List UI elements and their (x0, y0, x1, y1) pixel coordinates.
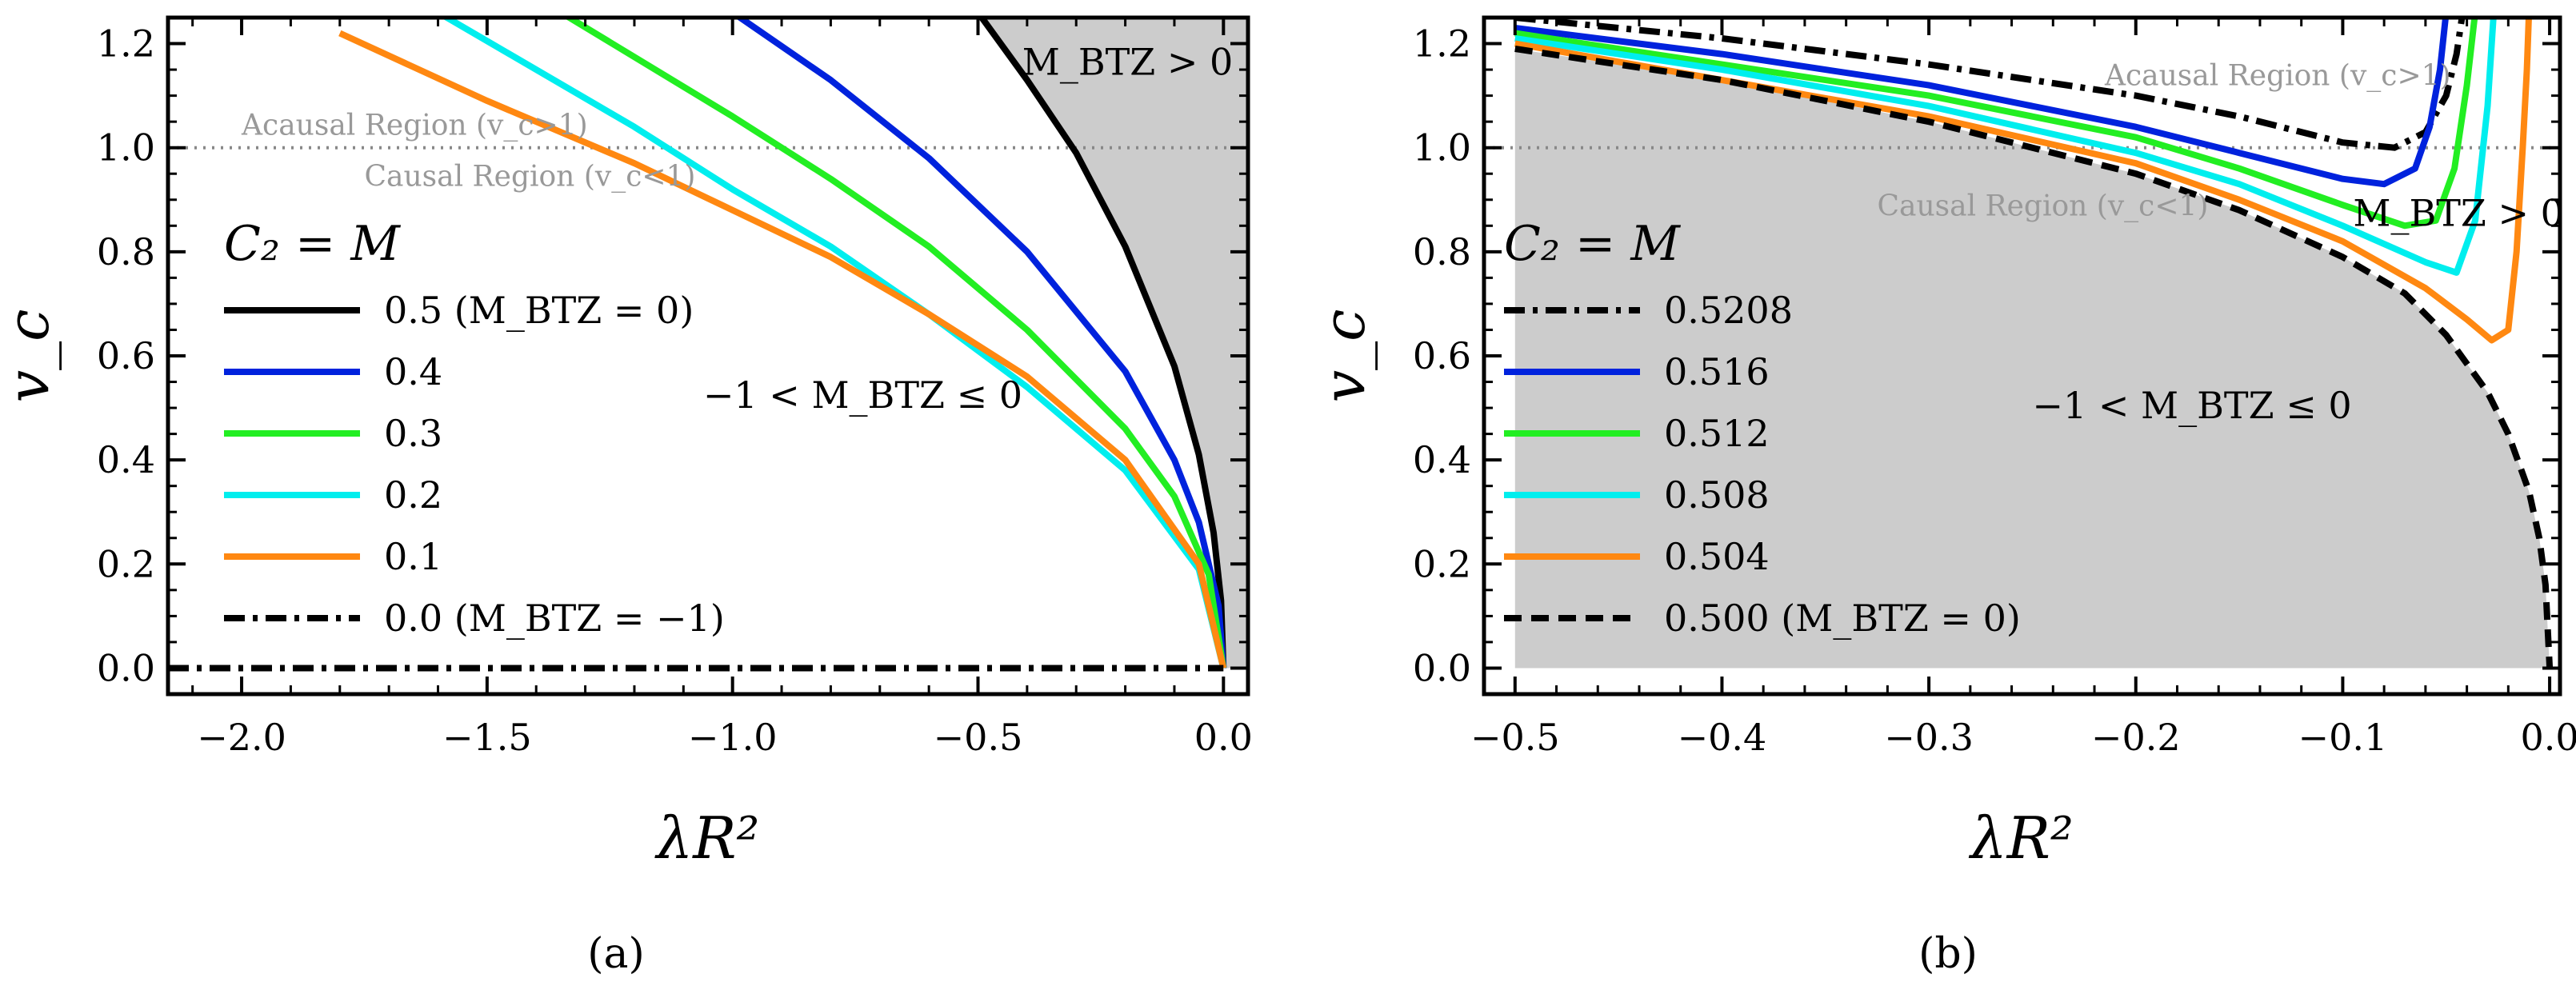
legend-label: 0.5208 (1664, 289, 1793, 332)
x-tick-label: −1.0 (688, 716, 778, 759)
y-tick-label: 0.8 (97, 230, 155, 273)
causal-region-label: Causal Region (v_c<1) (364, 161, 695, 194)
shaded-region (978, 18, 1248, 669)
legend-label: 0.4 (384, 350, 442, 393)
shaded-region (1514, 49, 2550, 669)
x-tick-label: −0.5 (1470, 716, 1560, 759)
x-tick-label: −0.1 (2298, 716, 2388, 759)
y-tick-label: 0.2 (97, 542, 155, 585)
x-tick-label: 0.0 (1194, 716, 1253, 759)
legend-label: 0.516 (1664, 350, 1770, 393)
legend-label: 0.3 (384, 412, 442, 455)
series-line-1 (1514, 18, 2450, 188)
legend-title: C₂ = M (1504, 216, 1681, 272)
legend-label: 0.2 (384, 473, 442, 517)
y-tick-label: 1.0 (1413, 126, 1471, 170)
y-tick-label: 1.0 (97, 126, 155, 170)
legend: C₂ = M 0.5 (M_BTZ = 0) 0.4 0.3 0.2 0.1 0.0 (M_… (224, 216, 725, 640)
series-line-2 (562, 18, 1227, 669)
panel-label: (b) (1918, 930, 1978, 978)
acausal-region-label: Acausal Region (v_c>1) (2104, 60, 2451, 93)
series-line-3 (1514, 18, 2497, 276)
series-line-5 (1514, 46, 2554, 669)
causal-region-label: Causal Region (v_c<1) (1877, 190, 2208, 222)
legend: C₂ = M 0.5208 0.516 0.512 0.508 0.504 0.500 (M… (1504, 216, 2021, 640)
shaded-region-label: M_BTZ > 0 (1022, 41, 1234, 84)
y-tick-label: 0.4 (1413, 438, 1471, 481)
x-axis-title: λR² (654, 804, 760, 872)
x-axis-title: λR² (1968, 804, 2074, 872)
y-axis-title: v_c (0, 309, 62, 403)
panel-label: (a) (587, 930, 645, 978)
y-tick-label: 0.2 (1413, 542, 1471, 585)
shaded-region-label: −1 < M_BTZ ≤ 0 (2032, 384, 2351, 427)
panel-b: −0.5 −0.4 −0.3 −0.2 −0.1 0.0 0.0 0.2 0.4 0.6 0.8 1.… (1310, 15, 2576, 978)
y-tick-label: 1.2 (1413, 22, 1471, 66)
legend-title: C₂ = M (224, 216, 401, 272)
x-tick-label: −2.0 (197, 716, 286, 759)
plot-area (1484, 18, 2560, 669)
legend-label: 0.512 (1664, 412, 1770, 455)
y-tick-label: 1.2 (97, 22, 155, 66)
x-tick-label: 0.0 (2520, 716, 2576, 759)
unshaded-region-label: −1 < M_BTZ ≤ 0 (703, 373, 1022, 417)
acausal-region-label: Acausal Region (v_c>1) (241, 110, 588, 142)
plot-area (168, 18, 1248, 672)
x-tick-label: −0.5 (934, 716, 1023, 759)
series-line-0 (1514, 18, 2466, 151)
x-tick-label: −0.4 (1678, 716, 1767, 759)
y-tick-label: 0.0 (1413, 646, 1471, 689)
unshaded-region-label: M_BTZ > 0 (2353, 191, 2564, 234)
legend-label: 0.504 (1664, 535, 1770, 578)
y-tick-label: 0.6 (1413, 334, 1471, 377)
legend-label: 0.0 (M_BTZ = −1) (384, 597, 725, 640)
legend-label: 0.5 (M_BTZ = 0) (384, 289, 694, 332)
legend-label: 0.500 (M_BTZ = 0) (1664, 597, 2021, 640)
series-line-4 (338, 30, 1227, 669)
y-axis-title: v_c (1310, 309, 1378, 403)
y-tick-label: 0.6 (97, 334, 155, 377)
panel-a: −2.0 −1.5 −1.0 −0.5 0.0 0.0 0.2 0.4 0.6 0.8 1.0 1.2… (0, 15, 1253, 978)
legend-label: 0.508 (1664, 473, 1770, 517)
legend-label: 0.1 (384, 535, 442, 578)
series-line-2 (1514, 18, 2478, 230)
series-line-4 (1514, 18, 2532, 344)
x-tick-label: −1.5 (442, 716, 532, 759)
y-tick-label: 0.8 (1413, 230, 1471, 273)
x-tick-label: −0.3 (1884, 716, 1974, 759)
y-tick-label: 0.4 (97, 438, 155, 481)
series-line-0 (978, 18, 1227, 669)
y-tick-label: 0.0 (97, 646, 155, 689)
x-tick-label: −0.2 (2091, 716, 2181, 759)
